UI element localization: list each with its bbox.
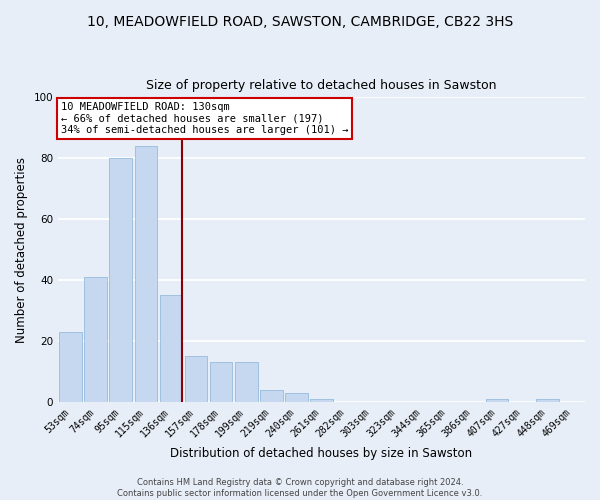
Bar (160, 295, 182, 402)
Bar (310, 399, 333, 402)
Bar (134, 146, 157, 402)
Bar (285, 392, 308, 402)
Bar (486, 399, 508, 402)
Text: Contains HM Land Registry data © Crown copyright and database right 2024.
Contai: Contains HM Land Registry data © Crown c… (118, 478, 482, 498)
X-axis label: Distribution of detached houses by size in Sawston: Distribution of detached houses by size … (170, 447, 473, 460)
Title: Size of property relative to detached houses in Sawston: Size of property relative to detached ho… (146, 79, 497, 92)
Bar (59, 332, 82, 402)
Text: 10, MEADOWFIELD ROAD, SAWSTON, CAMBRIDGE, CB22 3HS: 10, MEADOWFIELD ROAD, SAWSTON, CAMBRIDGE… (87, 15, 513, 29)
Bar (85, 277, 107, 402)
Bar (185, 356, 208, 402)
Bar (235, 362, 257, 402)
Text: 10 MEADOWFIELD ROAD: 130sqm
← 66% of detached houses are smaller (197)
34% of se: 10 MEADOWFIELD ROAD: 130sqm ← 66% of det… (61, 102, 348, 135)
Bar (210, 362, 232, 402)
Bar (536, 399, 559, 402)
Bar (109, 158, 132, 402)
Bar (260, 390, 283, 402)
Y-axis label: Number of detached properties: Number of detached properties (15, 156, 28, 342)
